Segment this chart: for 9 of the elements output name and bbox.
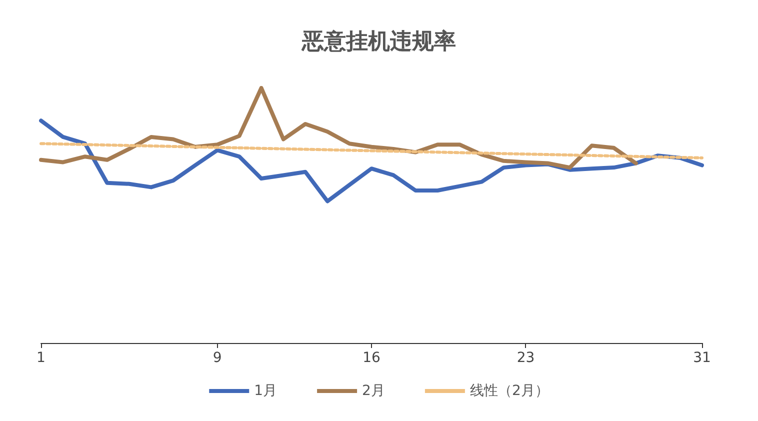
x-tick-label: 9 [212, 350, 222, 366]
legend-label: 2月 [362, 383, 385, 399]
chart-title: 恶意挂机违规率 [301, 28, 456, 54]
x-tick-label: 23 [516, 350, 535, 366]
x-tick-label: 1 [36, 350, 46, 366]
x-tick-label: 31 [693, 350, 711, 366]
x-tick-label: 16 [362, 350, 380, 366]
legend-label: 线性（2月） [470, 383, 549, 399]
legend-label: 1月 [254, 383, 278, 399]
